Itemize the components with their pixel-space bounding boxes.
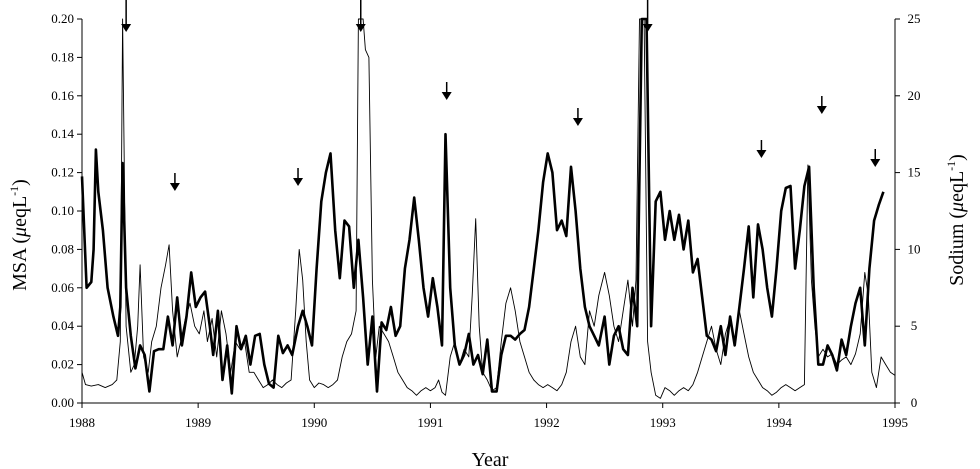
x-tick-label: 1990: [301, 415, 327, 430]
arrow-markers: [121, 0, 881, 191]
arrow-marker-head: [816, 106, 827, 114]
y-axis-right-title: Sodium (μeqL-1): [944, 154, 968, 286]
arrow-marker-head: [121, 24, 132, 32]
x-tick-label: 1988: [69, 415, 95, 430]
x-tick-label: 1989: [185, 415, 211, 430]
y-right-tick-label: 25: [908, 11, 921, 26]
arrow-marker-head: [355, 24, 366, 32]
y-left-tick-label: 0.12: [51, 165, 74, 180]
y-right-title-unit: eqL: [946, 171, 968, 202]
y-left-tick-label: 0.04: [51, 318, 74, 333]
msa-series-line: [80, 17, 885, 395]
y-left-title-unit: eqL: [9, 196, 31, 227]
y-left-tick-label: 0.14: [51, 126, 74, 141]
arrow-marker-head: [642, 24, 653, 32]
arrow-marker-head: [572, 118, 583, 126]
y-left-tick-label: 0.20: [51, 11, 74, 26]
arrow-marker-head: [441, 92, 452, 100]
arrow-marker-head: [169, 183, 180, 191]
x-tick-label: 1993: [650, 415, 676, 430]
y-left-tick-label: 0.16: [51, 88, 74, 103]
y-right-title-mu: μ: [946, 202, 968, 213]
y-right-title-base: Sodium (: [946, 212, 968, 286]
y-left-title-mu: μ: [9, 227, 31, 238]
y-axis-left-ticks: 0.00 0.02 0.04 0.06 0.08 0.10 0.12 0.14 0.16 0.18…: [51, 11, 82, 410]
y-left-tick-label: 0.06: [51, 280, 74, 295]
x-tick-label: 1994: [766, 415, 793, 430]
series-layer: [80, 17, 896, 399]
y-left-title-close: ): [9, 179, 31, 186]
y-axis-left-title: MSA (μeqL-1): [7, 179, 31, 291]
x-axis-ticks: 1988 1989 1990 1991 1992 1993 1994 1995: [69, 403, 908, 430]
x-tick-label: 1995: [882, 415, 908, 430]
y-axis-right-ticks: 0 5 10 15 20 25: [895, 11, 921, 410]
arrow-marker-head: [756, 150, 767, 158]
y-right-tick-label: 20: [908, 88, 921, 103]
y-left-tick-label: 0.00: [51, 395, 74, 410]
x-tick-label: 1991: [417, 415, 443, 430]
y-left-tick-label: 0.02: [51, 357, 74, 372]
y-left-tick-label: 0.18: [51, 49, 74, 64]
y-right-tick-label: 15: [908, 165, 921, 180]
y-left-tick-label: 0.08: [51, 241, 74, 256]
y-right-tick-label: 5: [911, 318, 918, 333]
arrow-marker-head: [870, 159, 881, 167]
y-left-title-exp: -1: [7, 186, 21, 196]
y-right-tick-label: 10: [908, 241, 921, 256]
x-tick-label: 1992: [534, 415, 560, 430]
y-right-tick-label: 0: [911, 395, 918, 410]
y-left-tick-label: 0.10: [51, 203, 74, 218]
y-right-title-close: ): [946, 154, 968, 161]
x-axis-title: Year: [472, 449, 509, 469]
arrow-marker-head: [293, 178, 304, 186]
y-right-title-exp: -1: [944, 161, 958, 171]
y-left-title-base: MSA (: [9, 237, 31, 291]
